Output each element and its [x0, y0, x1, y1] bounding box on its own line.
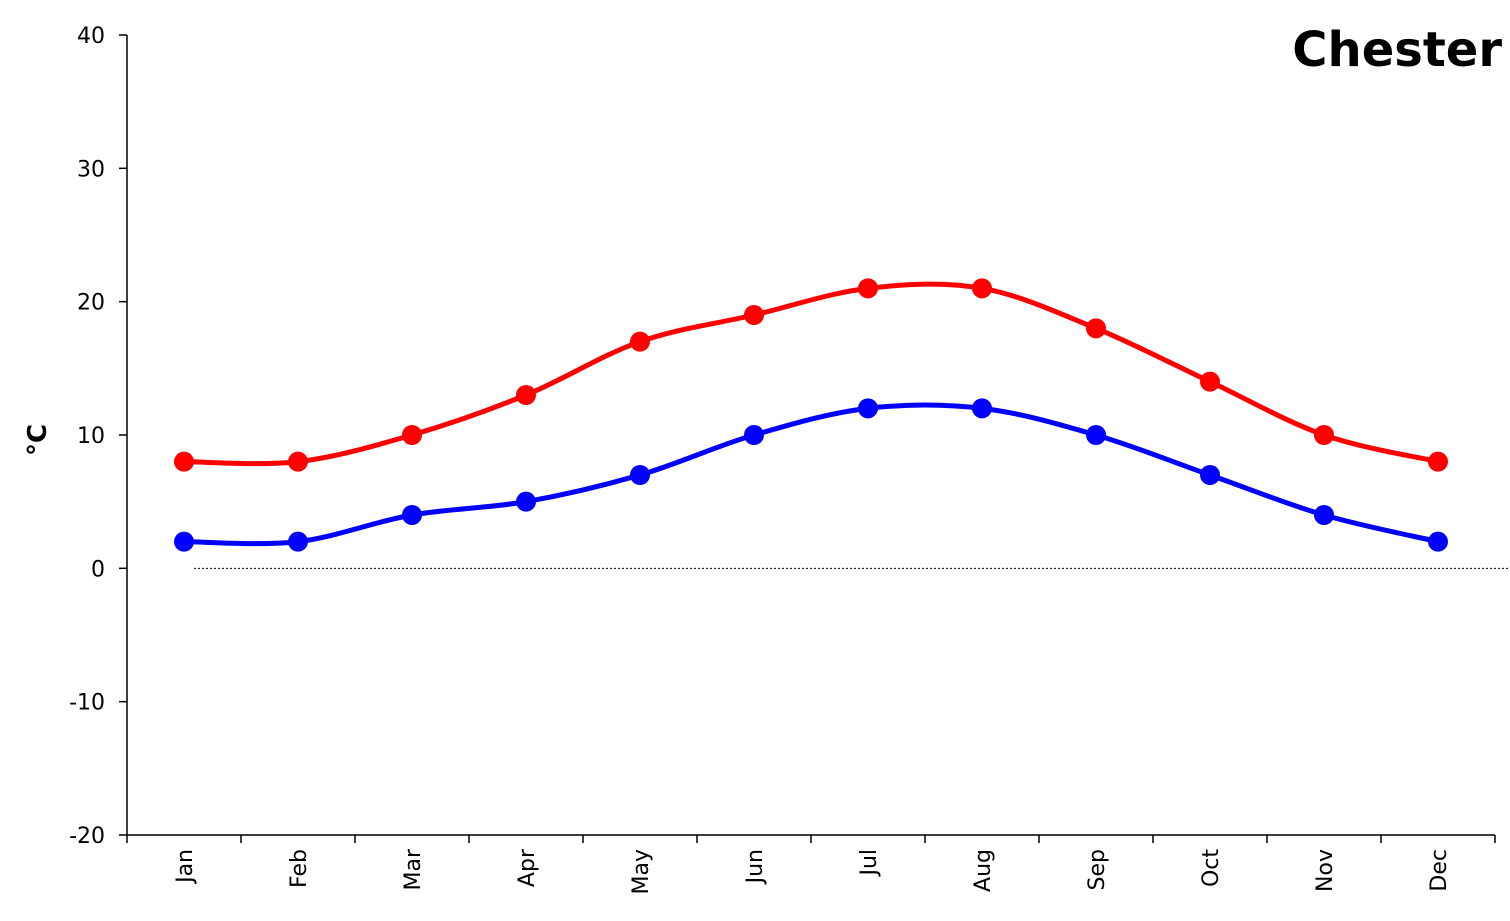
- x-tick-label: Oct: [1199, 849, 1224, 887]
- series-2-point-jul: [858, 398, 878, 419]
- series-1-point-sep: [1086, 318, 1106, 339]
- x-tick-label: Nov: [1313, 849, 1338, 892]
- series-1-point-oct: [1200, 371, 1220, 392]
- series-2-point-feb: [288, 531, 308, 552]
- x-tick-label: Dec: [1427, 849, 1452, 892]
- series-1-point-apr: [516, 385, 536, 405]
- x-tick-label: Apr: [515, 848, 540, 887]
- x-tick-label: Aug: [971, 849, 996, 892]
- series-2-point-apr: [516, 491, 536, 512]
- series-1-point-jul: [858, 278, 878, 299]
- series-line-2: [181, 402, 1441, 547]
- series-2-point-mar: [402, 505, 422, 525]
- y-tick-label: -10: [69, 691, 105, 716]
- chart-title: Chester: [1292, 22, 1502, 78]
- series-line-1: [181, 281, 1441, 467]
- x-tick-label: Jun: [743, 849, 768, 885]
- series-2-point-jan: [174, 531, 194, 552]
- series-2-point-oct: [1200, 465, 1220, 485]
- series-2-point-sep: [1086, 425, 1106, 445]
- x-tick-label: May: [629, 849, 654, 894]
- series-1-point-mar: [402, 425, 422, 445]
- series-2-point-aug: [972, 398, 992, 419]
- y-axis-label: °C: [23, 424, 53, 456]
- series-1-point-aug: [972, 278, 992, 299]
- series-1-point-feb: [288, 451, 308, 472]
- y-tick-label: 20: [77, 291, 105, 316]
- y-tick-label: 30: [77, 157, 105, 182]
- y-tick-label: -20: [69, 824, 105, 849]
- series-1-point-jan: [174, 451, 194, 472]
- series-layer: [174, 278, 1448, 552]
- series-1-point-may: [630, 331, 650, 352]
- x-tick-label: Jan: [173, 849, 198, 885]
- axes: -20 -10 0 10 20 30 40 Jan Feb Mar Apr May Jun Jul Aug S…: [69, 24, 1510, 894]
- x-tick-label: Feb: [287, 849, 312, 888]
- series-2-point-dec: [1428, 531, 1448, 552]
- series-2-point-nov: [1314, 505, 1334, 525]
- series-1-point-nov: [1314, 425, 1334, 445]
- series-1-point-jun: [744, 305, 764, 325]
- series-1-point-dec: [1428, 451, 1448, 472]
- y-tick-label: 40: [77, 24, 105, 49]
- y-tick-label: 10: [77, 424, 105, 449]
- series-2-point-may: [630, 465, 650, 485]
- y-tick-label: 0: [91, 557, 105, 582]
- series-2-point-jun: [744, 425, 764, 445]
- x-tick-label: Jul: [857, 849, 882, 878]
- x-tick-label: Sep: [1085, 849, 1110, 890]
- x-tick-label: Mar: [401, 848, 426, 890]
